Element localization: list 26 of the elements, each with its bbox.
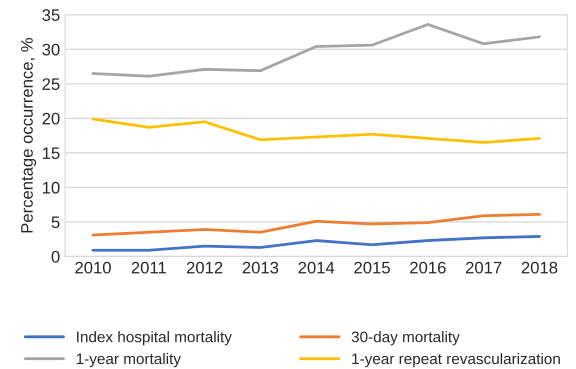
line-series: [92, 235, 541, 252]
x-tick-label: 2017: [466, 262, 502, 274]
y-tick-label: 25: [42, 78, 60, 90]
x-tick-label: 2018: [522, 262, 558, 274]
x-tick-label: 2016: [410, 262, 446, 274]
y-axis-title: Percentage occurrence, %: [21, 38, 36, 232]
x-tick-label: 2013: [242, 262, 278, 274]
y-tick-label: 30: [42, 44, 60, 56]
x-tick-label: 2011: [132, 262, 166, 274]
x-tick-label: 2012: [186, 262, 222, 274]
legend-label: 30-day mortality: [352, 331, 460, 346]
y-tick-label: 5: [52, 216, 60, 228]
legend-label: 1-year mortality: [76, 352, 181, 368]
legend-label: 1-year repeat revascularization: [352, 352, 560, 368]
y-tick-label: 35: [42, 9, 60, 21]
line-series: [92, 212, 541, 236]
x-tick-label: 2015: [354, 262, 390, 274]
y-tick-label: 10: [42, 182, 60, 194]
legend-label: Index hospital mortality: [77, 331, 232, 346]
x-tick-label: 2014: [298, 262, 334, 274]
line-series: [92, 118, 541, 144]
line-series: [92, 23, 541, 78]
y-tick-label: 0: [52, 250, 60, 263]
y-tick-label: 15: [42, 147, 60, 160]
x-tick-label: 2010: [75, 262, 111, 274]
y-tick-label: 20: [42, 112, 60, 125]
